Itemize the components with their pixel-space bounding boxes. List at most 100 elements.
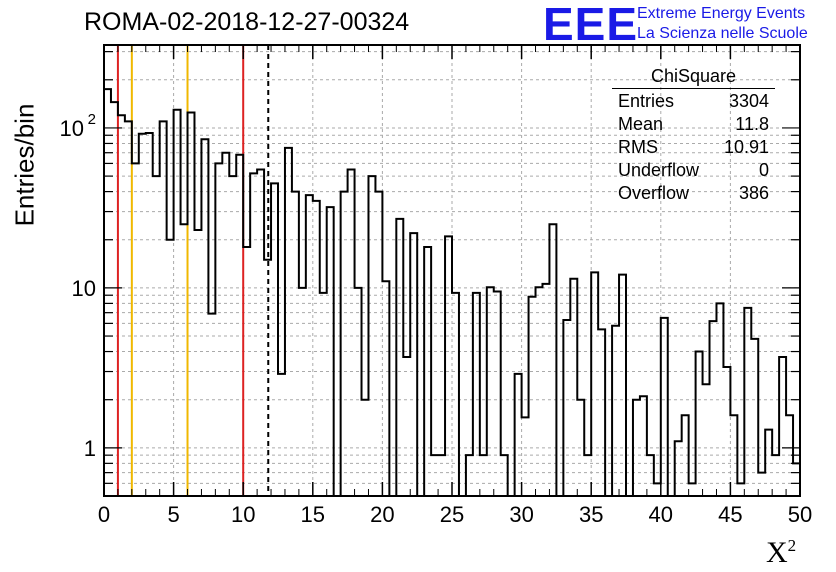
histogram-bin xyxy=(403,357,410,496)
histogram-bin xyxy=(285,148,292,496)
histogram-bin xyxy=(382,281,389,496)
x-tick-label: 30 xyxy=(509,502,533,527)
histogram-bin xyxy=(167,240,174,496)
y-tick-label: 10 xyxy=(60,116,84,141)
histogram-bin xyxy=(327,207,334,496)
histogram-bin xyxy=(473,293,480,496)
stat-label: Underflow xyxy=(618,160,700,180)
histogram-bin xyxy=(793,463,800,496)
x-axis-label: X2 xyxy=(766,536,797,569)
histogram-bin xyxy=(494,291,501,496)
histogram-bin xyxy=(647,455,654,496)
histogram-bin xyxy=(772,455,779,496)
histogram-bin xyxy=(737,483,744,496)
histogram-bin xyxy=(675,441,682,496)
histogram-bin xyxy=(501,455,508,496)
stat-label: RMS xyxy=(618,137,658,157)
histogram-bin xyxy=(396,219,403,496)
histogram-bin xyxy=(751,339,758,496)
histogram-bin xyxy=(104,89,111,496)
x-axis-label-superscript: 2 xyxy=(787,536,797,555)
stats-box: ChiSquare Entries 3304 Mean 11.8 RMS 10.… xyxy=(612,66,775,204)
histogram-bin xyxy=(515,374,522,496)
x-tick-label: 10 xyxy=(231,502,255,527)
histogram-bin xyxy=(654,483,661,496)
histogram-bin xyxy=(410,233,417,496)
histogram-bin xyxy=(222,153,229,496)
histogram-bin xyxy=(480,455,487,496)
histogram-bin xyxy=(188,112,195,496)
histogram-bin xyxy=(271,183,278,496)
histogram-bin xyxy=(570,279,577,496)
histogram-bars xyxy=(104,88,800,497)
stat-row-entries: Entries 3304 xyxy=(612,89,775,112)
stat-row-underflow: Underflow 0 xyxy=(612,158,775,181)
axis-ticks xyxy=(103,45,801,496)
x-tick-label: 50 xyxy=(788,502,812,527)
histogram-bin xyxy=(243,247,250,496)
histogram-bin xyxy=(348,169,355,496)
histogram-bin xyxy=(118,115,125,496)
histogram-bin xyxy=(424,247,431,496)
histogram-bin xyxy=(640,396,647,496)
x-tick-label: 35 xyxy=(579,502,603,527)
histogram-bin xyxy=(264,260,271,496)
stat-value: 386 xyxy=(738,183,769,203)
histogram-bin xyxy=(522,417,529,496)
histogram-bin xyxy=(612,326,619,496)
histogram-bin xyxy=(779,357,786,496)
stat-value: 10.91 xyxy=(723,137,769,157)
stat-value: 3304 xyxy=(728,91,769,111)
histogram-bin xyxy=(716,303,723,496)
histogram-bin xyxy=(236,155,243,496)
histogram-bin xyxy=(452,293,459,496)
histogram-bin xyxy=(723,367,730,496)
x-tick-label: 5 xyxy=(167,502,179,527)
stat-row-overflow: Overflow 386 xyxy=(612,181,775,204)
stats-title: ChiSquare xyxy=(612,66,775,89)
histogram-bin xyxy=(146,133,153,496)
histogram-bin xyxy=(208,314,215,496)
histogram-bin xyxy=(682,415,689,496)
histogram-bin xyxy=(299,288,306,496)
y-tick-label: 10 xyxy=(72,276,96,301)
stat-label: Mean xyxy=(618,114,664,134)
histogram-bin xyxy=(139,134,146,496)
x-tick-label: 20 xyxy=(370,502,394,527)
histogram-bin xyxy=(250,173,257,496)
histogram-bin xyxy=(215,163,222,496)
histogram-bin xyxy=(758,473,765,496)
histogram-bin xyxy=(577,400,584,496)
y-tick-label-exponent: 2 xyxy=(88,111,96,128)
histogram-bin xyxy=(125,121,132,496)
histogram-bin xyxy=(257,169,264,496)
histogram-bin xyxy=(696,352,703,496)
x-tick-label: 0 xyxy=(98,502,110,527)
histogram-bin xyxy=(229,176,236,496)
histogram-bin xyxy=(563,320,570,496)
histogram-bin xyxy=(431,455,438,496)
chart-title: ROMA-02-2018-12-27-00324 xyxy=(84,8,410,36)
x-tick-label: 40 xyxy=(649,502,673,527)
logo-line-1: Extreme Energy Events xyxy=(637,5,806,22)
stat-label: Entries xyxy=(618,91,675,111)
x-tick-label: 15 xyxy=(301,502,325,527)
histogram-bin xyxy=(689,483,696,496)
histogram-bin xyxy=(368,176,375,496)
histogram-bin xyxy=(536,287,543,496)
histogram-bin xyxy=(201,139,208,496)
histogram-bin xyxy=(341,192,348,496)
stat-row-rms: RMS 10.91 xyxy=(612,135,775,158)
histogram-bin xyxy=(744,308,751,496)
x-tick-label: 45 xyxy=(718,502,742,527)
histogram-bin xyxy=(132,163,139,496)
histogram-bin xyxy=(598,329,605,496)
histogram-bin xyxy=(730,415,737,496)
histogram-bin xyxy=(703,384,710,496)
stat-label: Overflow xyxy=(618,183,690,203)
histogram-bin xyxy=(549,224,556,496)
histogram-bin xyxy=(591,272,598,496)
histogram-bin xyxy=(355,288,362,496)
